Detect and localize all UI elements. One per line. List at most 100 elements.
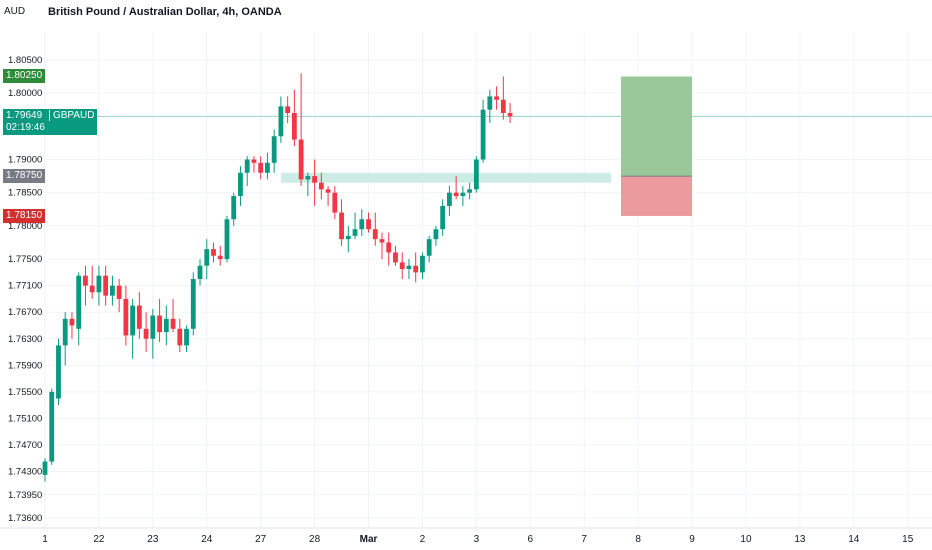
candle — [231, 192, 237, 226]
candle — [413, 252, 419, 283]
candle — [399, 252, 405, 279]
candle — [325, 186, 331, 206]
y-tick-label: 1.80000 — [8, 88, 42, 99]
y-tick-label: 1.78000 — [8, 221, 42, 232]
candle — [379, 232, 385, 260]
x-tick-label: 28 — [309, 534, 321, 545]
target-price-badge: 1.80250 — [3, 69, 46, 84]
candle — [190, 272, 196, 336]
candle — [393, 245, 398, 266]
candle — [298, 73, 304, 187]
candle — [440, 199, 446, 236]
candle — [110, 275, 115, 306]
candle — [157, 298, 162, 343]
candle — [83, 265, 88, 306]
candle — [271, 129, 277, 173]
candle — [56, 338, 61, 406]
y-tick-label: 1.79000 — [8, 154, 42, 165]
candle — [473, 156, 479, 193]
candle — [224, 215, 230, 263]
candle — [332, 186, 338, 220]
zones — [44, 76, 932, 216]
bar-countdown: 02:19:46 — [6, 122, 45, 134]
candle — [420, 252, 425, 279]
y-tick-label: 1.74700 — [8, 440, 42, 451]
symbol-tag: GBPAUD — [48, 110, 95, 122]
candle — [352, 212, 358, 240]
candle — [312, 159, 317, 206]
candle — [433, 225, 439, 246]
candle — [345, 225, 351, 253]
candle — [386, 232, 392, 266]
x-tick-label: 13 — [794, 534, 806, 545]
x-tick-label: 22 — [93, 534, 105, 545]
x-tick-label: 10 — [740, 534, 752, 545]
candle — [285, 96, 291, 123]
candle — [211, 242, 216, 263]
candle — [467, 182, 473, 200]
y-axis: 1.80500 1.80000 1.79000 1.78500 1.78000 1.775… — [8, 55, 42, 524]
candle — [265, 152, 270, 180]
candle — [258, 156, 264, 180]
candle — [130, 298, 136, 359]
candle — [291, 89, 297, 147]
y-tick-label: 1.80500 — [8, 55, 42, 66]
y-tick-label: 1.76700 — [8, 307, 42, 318]
support-zone[interactable] — [280, 172, 612, 183]
y-tick-label: 1.74300 — [8, 467, 42, 478]
candle — [507, 103, 513, 123]
candle — [62, 312, 68, 366]
y-tick-label: 1.76300 — [8, 334, 42, 345]
candle — [447, 186, 452, 216]
candle — [494, 86, 499, 110]
candle — [359, 209, 365, 236]
currency-label: AUD — [4, 6, 26, 17]
x-axis: 1 22 23 24 27 28 Mar 2 3 6 7 8 9 10 13 14 15 — [42, 534, 914, 545]
candle — [184, 325, 189, 353]
current-price: 1.79649 — [6, 110, 43, 122]
candle — [339, 199, 344, 246]
candle — [460, 186, 466, 206]
y-tick-label: 1.77500 — [8, 254, 42, 265]
x-tick-label: 6 — [527, 534, 533, 545]
y-tick-label: 1.73600 — [8, 513, 42, 524]
candle — [372, 212, 378, 246]
candle — [197, 259, 203, 286]
x-tick-label: 9 — [689, 534, 695, 545]
candle — [406, 259, 412, 279]
candle — [150, 308, 156, 359]
x-tick-label: 27 — [255, 534, 267, 545]
y-tick-label: 1.78500 — [8, 188, 42, 199]
candle — [69, 312, 75, 339]
entry-price-badge: 1.78750 — [3, 169, 46, 184]
candle — [42, 458, 48, 482]
candle — [500, 76, 506, 120]
x-tick-label: Mar — [360, 534, 378, 545]
x-tick-label: 7 — [581, 534, 587, 545]
current-price-badge: 1.79649 GBPAUD 02:19:46 — [3, 109, 98, 136]
x-tick-label: 24 — [201, 534, 213, 545]
candle — [244, 156, 250, 187]
candle — [278, 96, 284, 143]
candle — [116, 279, 122, 313]
candle — [366, 212, 371, 233]
x-tick-label: 2 — [420, 534, 426, 545]
candle — [204, 239, 210, 279]
x-tick-label: 15 — [902, 534, 914, 545]
candle — [426, 235, 432, 263]
candle — [103, 265, 109, 306]
candle — [76, 272, 82, 346]
candle — [217, 245, 223, 266]
candle — [123, 285, 129, 346]
stop-loss-zone[interactable] — [621, 176, 692, 216]
x-tick-label: 1 — [42, 534, 48, 545]
candle — [318, 172, 324, 200]
y-tick-label: 1.75500 — [8, 387, 42, 398]
candle — [453, 176, 459, 200]
target-zone[interactable] — [621, 76, 692, 177]
chart-title: British Pound / Australian Dollar, 4h, O… — [48, 6, 282, 18]
candle — [251, 156, 257, 173]
candles — [42, 73, 513, 482]
y-tick-label: 1.73950 — [8, 490, 42, 501]
